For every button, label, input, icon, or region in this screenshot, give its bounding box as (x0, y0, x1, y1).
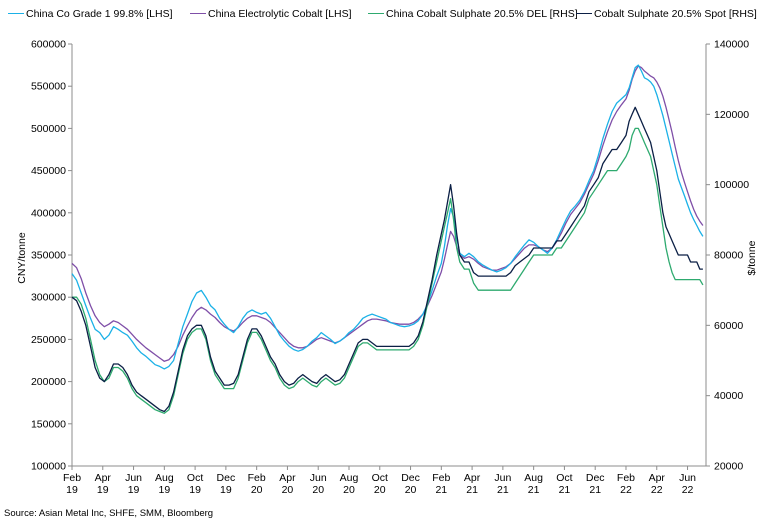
series-line-0 (71, 64, 704, 370)
x-tick-label-month: Dec (217, 472, 236, 484)
y-left-tick-label: 500000 (31, 123, 66, 135)
x-tick-label-month: Oct (556, 472, 572, 484)
x-tick-label-year: 20 (282, 484, 294, 496)
x-tick-label-month: Feb (63, 472, 81, 484)
legend-swatch-co-grade (8, 12, 24, 14)
x-tick-label-month: Jun (679, 472, 696, 484)
x-tick-label-year: 21 (435, 484, 447, 496)
x-tick-label-year: 20 (374, 484, 386, 496)
x-tick-label-year: 22 (651, 484, 663, 496)
x-tick-label-year: 20 (251, 484, 263, 496)
legend-swatch-electrolytic (190, 12, 206, 14)
x-tick-label-month: Jun (310, 472, 327, 484)
y-axis-left-title: CNY/tonne (16, 232, 28, 284)
y-left-tick-label: 150000 (31, 418, 66, 430)
x-tick-label-month: Aug (340, 472, 359, 484)
x-tick-label-month: Jun (125, 472, 142, 484)
y-right-tick-label: 60000 (714, 320, 743, 332)
y-right-tick-label: 20000 (714, 461, 743, 473)
y-left-tick-label: 250000 (31, 334, 66, 346)
legend-label-electrolytic: China Electrolytic Cobalt [LHS] (208, 8, 352, 20)
x-tick-label-month: Aug (155, 472, 174, 484)
y-left-tick-label: 450000 (31, 165, 66, 177)
y-right-tick-label: 140000 (714, 39, 749, 51)
chart-legend: China Co Grade 1 99.8% [LHS] China Elect… (0, 8, 770, 28)
legend-item-sulphate-del: China Cobalt Sulphate 20.5% DEL [RHS] (368, 8, 578, 20)
legend-swatch-sulphate-del (368, 12, 384, 14)
y-left-tick-label: 300000 (31, 292, 66, 304)
series-line-1 (71, 65, 704, 362)
series-line-2 (72, 127, 704, 414)
legend-swatch-sulphate-spot (576, 12, 592, 14)
x-tick-label-year: 19 (189, 484, 201, 496)
x-tick-label-month: Feb (617, 472, 635, 484)
x-tick-label-month: Feb (248, 472, 266, 484)
x-tick-label-year: 21 (559, 484, 571, 496)
source-note: Source: Asian Metal Inc, SHFE, SMM, Bloo… (4, 508, 214, 519)
x-tick-label-year: 20 (405, 484, 417, 496)
x-tick-label-year: 21 (466, 484, 478, 496)
y-left-tick-label: 200000 (31, 376, 66, 388)
x-tick-label-year: 21 (497, 484, 509, 496)
x-tick-label-month: Dec (401, 472, 420, 484)
y-right-tick-label: 100000 (714, 179, 749, 191)
y-axis-right-title: $/tonne (746, 240, 758, 276)
x-tick-label-month: Oct (372, 472, 388, 484)
legend-label-sulphate-spot: Cobalt Sulphate 20.5% Spot [RHS] (594, 8, 757, 20)
x-tick-label-month: Apr (464, 472, 481, 484)
x-tick-label-year: 19 (66, 484, 78, 496)
y-left-tick-label: 100000 (31, 461, 66, 473)
x-tick-label-year: 19 (97, 484, 109, 496)
legend-label-sulphate-del: China Cobalt Sulphate 20.5% DEL [RHS] (386, 8, 578, 20)
x-tick-label-year: 20 (343, 484, 355, 496)
x-tick-label-year: 22 (682, 484, 694, 496)
x-tick-label-year: 19 (128, 484, 140, 496)
x-tick-label-month: Apr (279, 472, 296, 484)
legend-item-co-grade: China Co Grade 1 99.8% [LHS] (8, 8, 173, 20)
y-right-tick-label: 120000 (714, 109, 749, 121)
x-tick-label-month: Jun (494, 472, 511, 484)
x-tick-label-year: 21 (589, 484, 601, 496)
y-right-tick-label: 80000 (714, 250, 743, 262)
x-tick-label-month: Apr (649, 472, 666, 484)
x-tick-label-month: Feb (432, 472, 450, 484)
y-left-tick-label: 400000 (31, 207, 66, 219)
x-tick-label-month: Oct (187, 472, 203, 484)
x-tick-label-year: 20 (312, 484, 324, 496)
y-right-tick-label: 40000 (714, 390, 743, 402)
x-tick-label-month: Dec (586, 472, 605, 484)
legend-item-electrolytic: China Electrolytic Cobalt [LHS] (190, 8, 352, 20)
x-tick-label-year: 19 (220, 484, 232, 496)
x-tick-label-year: 22 (620, 484, 632, 496)
legend-item-sulphate-spot: Cobalt Sulphate 20.5% Spot [RHS] (576, 8, 757, 20)
y-left-tick-label: 350000 (31, 250, 66, 262)
x-tick-label-month: Aug (524, 472, 543, 484)
x-tick-label-month: Apr (95, 472, 112, 484)
x-tick-label-year: 21 (528, 484, 540, 496)
y-left-tick-label: 550000 (31, 81, 66, 93)
y-left-tick-label: 600000 (31, 39, 66, 51)
series-line-3 (71, 106, 703, 413)
x-tick-label-year: 19 (158, 484, 170, 496)
legend-label-co-grade: China Co Grade 1 99.8% [LHS] (26, 8, 173, 20)
